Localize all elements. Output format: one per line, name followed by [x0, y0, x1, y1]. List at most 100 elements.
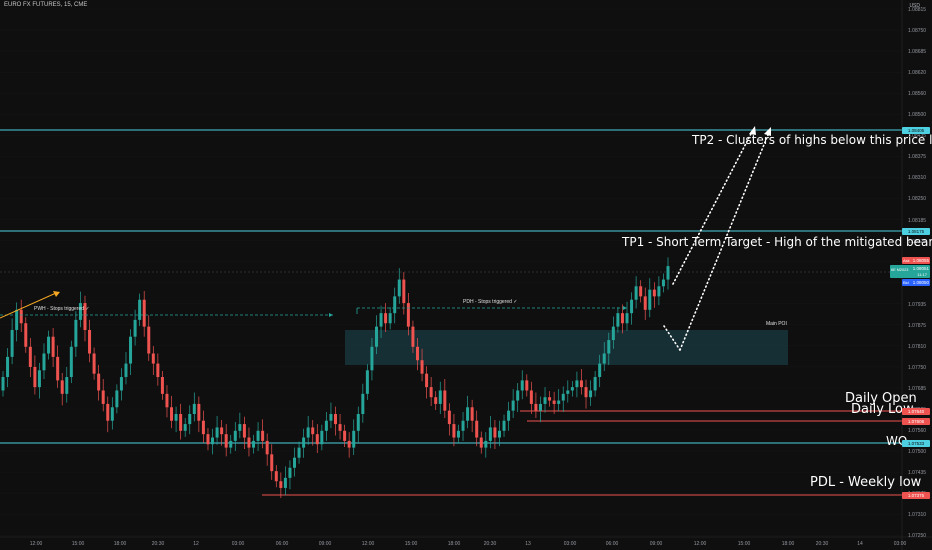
- time-tick: 12:00: [693, 541, 707, 547]
- candle: [238, 412, 242, 439]
- time-tick: 06:00: [275, 541, 289, 547]
- candle: [384, 303, 388, 332]
- candle: [174, 406, 178, 433]
- candle: [520, 370, 524, 400]
- daily-low-annotation[interactable]: Daily Low: [851, 402, 914, 417]
- candle: [625, 301, 629, 331]
- candle: [106, 396, 110, 433]
- candle: [293, 447, 297, 477]
- candle: [6, 348, 10, 388]
- daily-open-annotation[interactable]: Daily Open: [845, 391, 917, 406]
- candle: [179, 403, 183, 440]
- candle: [516, 383, 520, 412]
- candle: [88, 319, 92, 363]
- candle: [142, 290, 146, 337]
- price-tick: 1.08375: [908, 154, 927, 161]
- price-tick: 1.07250: [908, 533, 927, 540]
- candle: [415, 338, 419, 371]
- price-tick: 1.08310: [908, 175, 927, 182]
- candle: [170, 395, 174, 429]
- tp2-arrow-head-right: [764, 127, 771, 136]
- candle: [110, 397, 114, 430]
- candle: [24, 317, 28, 353]
- time-tick: 15:00: [737, 541, 751, 547]
- candle: [279, 472, 283, 499]
- currency-label[interactable]: USD: [909, 3, 920, 9]
- daily-open-price-label: 1.07640: [902, 408, 930, 415]
- pwh-note[interactable]: PWH - Stops triggered ✓: [34, 306, 90, 312]
- candle: [311, 420, 315, 446]
- candle: [593, 370, 597, 397]
- time-tick: 12: [193, 541, 199, 547]
- candle: [443, 379, 447, 419]
- candle: [538, 396, 542, 423]
- candle: [306, 416, 310, 445]
- time-tick: 13: [525, 541, 531, 547]
- candle: [33, 355, 37, 395]
- price-tick: 1.07935: [908, 301, 927, 308]
- candle: [283, 466, 287, 496]
- candle: [183, 418, 187, 437]
- candle: [616, 307, 620, 333]
- candle: [447, 403, 451, 436]
- weekly-open-annotation[interactable]: WO: [886, 434, 908, 448]
- candle: [343, 424, 347, 447]
- candle: [507, 401, 511, 431]
- candle: [119, 368, 123, 401]
- pwh-line: [0, 313, 333, 317]
- symbol-title[interactable]: EURO FX FUTURES, 15, CME: [4, 2, 88, 8]
- candle: [247, 427, 251, 457]
- price-tick: 1.08750: [908, 28, 927, 35]
- candle: [561, 386, 565, 412]
- pdh-line: [356, 306, 627, 314]
- candle: [151, 346, 155, 376]
- price-tick: 1.07810: [908, 343, 927, 350]
- ask-price-label: Ask 1.08055: [902, 257, 930, 264]
- time-tick: 15:00: [404, 541, 418, 547]
- candle: [115, 384, 119, 414]
- price-tick: 1.07310: [908, 512, 927, 519]
- candle: [315, 424, 319, 453]
- candle: [37, 362, 41, 399]
- tp2-annotation[interactable]: TP2 - Clusters of highs below this price…: [692, 133, 932, 147]
- candle: [575, 371, 579, 398]
- candle: [502, 414, 506, 437]
- time-tick: 09:00: [649, 541, 663, 547]
- pdl-price-label: 1.07375: [902, 492, 930, 499]
- time-tick: 03:00: [563, 541, 577, 547]
- last-value: 1.08051: [912, 266, 929, 271]
- candle: [661, 273, 665, 293]
- main-poi-label[interactable]: Main POI: [766, 321, 787, 327]
- candle: [165, 385, 169, 418]
- candle: [192, 392, 196, 422]
- candle: [220, 420, 224, 446]
- candle: [452, 414, 456, 447]
- candle: [160, 370, 164, 400]
- tp1-annotation[interactable]: TP1 - Short Term Target - High of the mi…: [622, 235, 932, 249]
- time-tick: 09:00: [318, 541, 332, 547]
- ask-tag: Ask: [903, 258, 910, 263]
- time-tick: 03:00: [893, 541, 907, 547]
- pdl-annotation[interactable]: PDL - Weekly low: [810, 475, 922, 490]
- candle: [584, 379, 588, 409]
- candle: [261, 419, 265, 449]
- candles: [1, 257, 670, 499]
- chart-grid: [0, 8, 902, 536]
- candle: [488, 416, 492, 449]
- price-tick: 1.08815: [908, 7, 927, 13]
- candle: [402, 272, 406, 315]
- candle: [397, 268, 401, 304]
- candle: [566, 380, 570, 403]
- candle: [147, 315, 151, 361]
- candle: [324, 411, 328, 441]
- candle: [65, 366, 69, 403]
- candle: [548, 391, 552, 407]
- daily-low-price-label: 1.07606: [902, 418, 930, 425]
- pdh-note[interactable]: PDH - Stops triggered ✓: [463, 299, 518, 305]
- candle: [598, 354, 602, 388]
- candle: [374, 315, 378, 355]
- candle: [129, 329, 133, 376]
- candle: [274, 465, 278, 488]
